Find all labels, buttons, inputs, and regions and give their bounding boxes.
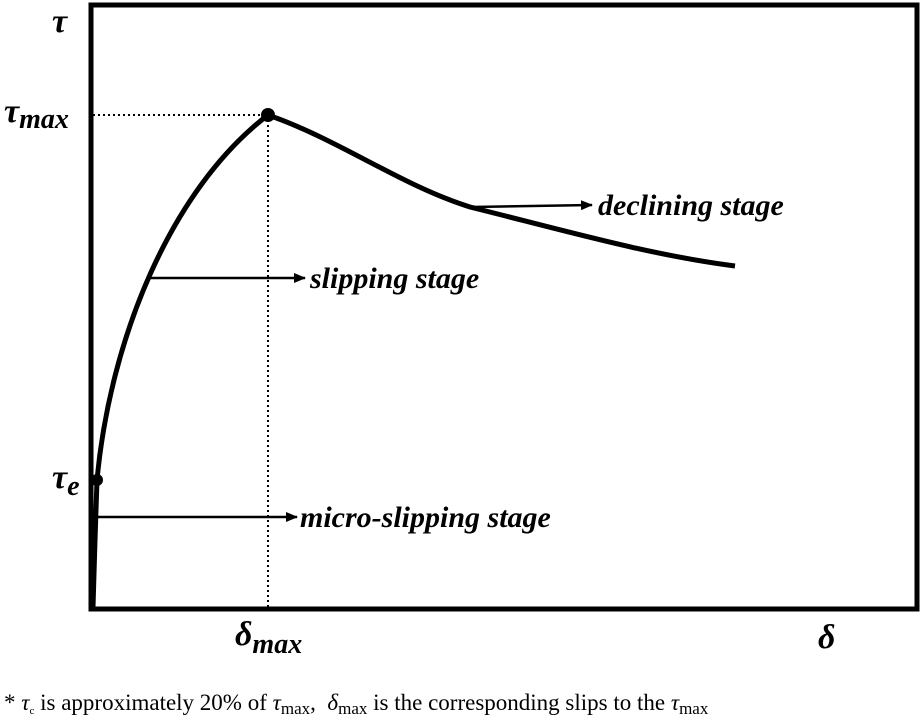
- text: *: [4, 690, 21, 715]
- frame: [88, 2, 920, 612]
- y-axis-symbol: τ: [52, 3, 68, 40]
- peak-point: [261, 108, 275, 122]
- text: is the corresponding slips to the: [367, 690, 670, 715]
- symbol: δ: [235, 616, 252, 653]
- symbol: τ: [21, 690, 30, 715]
- text: ,: [310, 690, 327, 715]
- x-axis-symbol: δ: [818, 619, 835, 656]
- subscript: max: [19, 104, 69, 135]
- subscript: max: [679, 699, 709, 718]
- delta-max-label: δmax: [235, 616, 302, 660]
- footnote: * τc is approximately 20% of τmax, δmax …: [4, 690, 709, 718]
- subscript: max: [281, 699, 311, 718]
- arrow: [471, 200, 593, 211]
- text: is approximately 20% of: [34, 690, 272, 715]
- symbol: τ: [52, 459, 68, 496]
- elastic-point: [91, 474, 103, 486]
- symbol: δ: [327, 690, 338, 715]
- subscript: max: [252, 629, 302, 660]
- stage-label: micro-slipping stage: [300, 501, 551, 534]
- stage-label: declining stage: [598, 189, 784, 222]
- subscript: max: [338, 699, 368, 718]
- subscript: c: [29, 705, 34, 717]
- symbol: τ: [4, 93, 20, 130]
- subscript: e: [67, 471, 79, 502]
- symbol: τ: [671, 690, 680, 715]
- stage-label: slipping stage: [309, 262, 479, 295]
- tau-max-label: τmax: [4, 93, 69, 135]
- bond-slip-curve: [90, 112, 736, 608]
- tau-e-label: τe: [52, 459, 80, 502]
- symbol: τ: [273, 690, 282, 715]
